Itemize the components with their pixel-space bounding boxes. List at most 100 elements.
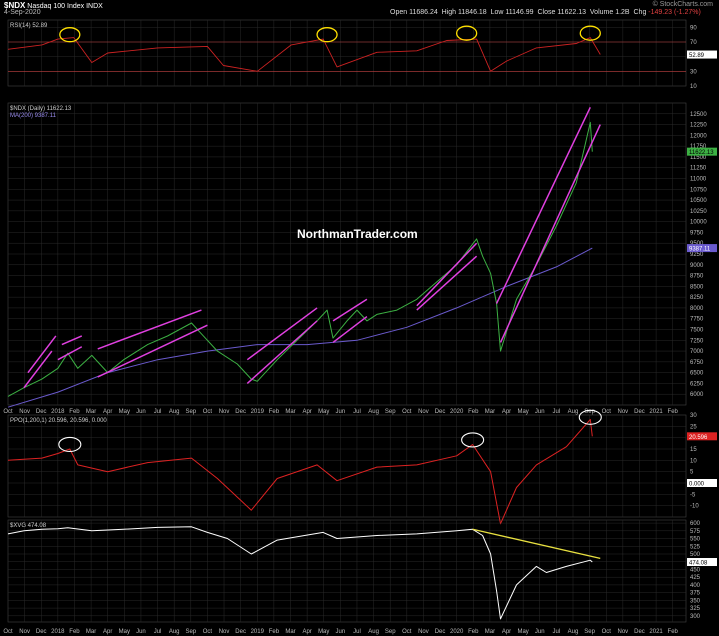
channel-line: [97, 324, 208, 378]
y-tick-label: -5: [690, 492, 696, 498]
x-tick-label: Dec: [435, 409, 446, 415]
x-tick-label: Feb: [668, 409, 679, 415]
x-tick-label: Jul: [553, 409, 561, 415]
channel-line: [246, 307, 318, 361]
x-tick-label: Apr: [103, 629, 112, 635]
x-tick-label: Feb: [668, 629, 679, 635]
x-tick-label: May: [119, 409, 130, 415]
x-tick-label: Jun: [136, 629, 146, 635]
y-tick-label: 7250: [690, 338, 704, 344]
x-tick-label: Mar: [485, 409, 495, 415]
y-tick-label: 30: [690, 69, 697, 75]
y-tick-label: 575: [690, 529, 701, 535]
x-tick-label: May: [318, 409, 329, 415]
y-tick-label: 5: [690, 470, 694, 476]
x-tick-label: Oct: [203, 409, 213, 415]
x-tick-label: Feb: [69, 629, 80, 635]
y-tick-label: 8250: [690, 295, 704, 301]
x-tick-label: Dec: [634, 409, 645, 415]
panel-frame-xvg: [7, 519, 687, 623]
x-tick-label: Sep: [584, 409, 595, 415]
rsi-last-value: 52.89: [689, 53, 705, 59]
x-tick-label: Aug: [169, 629, 180, 635]
x-tick-label: Oct: [203, 629, 213, 635]
y-tick-label: 450: [690, 567, 701, 573]
y-tick-label: 10: [690, 84, 697, 90]
ppo-zero-value-box: [687, 479, 717, 487]
x-tick-label: Sep: [385, 629, 396, 635]
xvg-last-value: 474.08: [689, 561, 708, 567]
x-tick-label: Feb: [69, 409, 80, 415]
x-tick-label: Aug: [568, 409, 579, 415]
x-tick-label: Nov: [219, 409, 230, 415]
x-tick-label: Jul: [553, 629, 561, 635]
x-tick-label: 2021: [649, 409, 663, 415]
y-tick-label: 70: [690, 40, 697, 46]
channel-line: [97, 309, 202, 350]
x-tick-label: Aug: [568, 629, 579, 635]
y-tick-label: 500: [690, 552, 701, 558]
x-tick-label: Dec: [235, 409, 246, 415]
channel-line: [246, 320, 318, 384]
x-tick-label: Dec: [235, 629, 246, 635]
x-tick-label: 2018: [51, 409, 65, 415]
ppo-line: [7, 419, 593, 525]
y-tick-label: 12500: [690, 112, 707, 118]
x-tick-label: Sep: [185, 629, 196, 635]
x-tick-label: Nov: [618, 409, 629, 415]
x-tick-label: Apr: [103, 409, 112, 415]
rsi-last-value-box: [687, 50, 717, 59]
price-last-value: 11622.13: [689, 150, 714, 156]
y-tick-label: 300: [690, 614, 701, 620]
rsi-highlight-circle: [59, 27, 81, 43]
price-line: [7, 121, 593, 397]
xvg-trendline: [472, 528, 601, 559]
y-tick-label: 12250: [690, 123, 707, 129]
x-tick-label: Oct: [3, 409, 13, 415]
price-last-value-box: [687, 147, 717, 156]
x-tick-label: Jul: [154, 629, 162, 635]
x-tick-label: Apr: [502, 629, 511, 635]
x-tick-label: Oct: [3, 629, 13, 635]
x-tick-label: 2018: [51, 629, 65, 635]
y-tick-label: -10: [690, 504, 699, 510]
x-tick-label: Apr: [502, 409, 511, 415]
xvg-line: [7, 526, 593, 620]
x-tick-label: Sep: [385, 409, 396, 415]
x-tick-label: Mar: [86, 409, 96, 415]
y-tick-label: 9750: [690, 230, 704, 236]
x-tick-label: Jun: [136, 409, 146, 415]
x-tick-label: Nov: [418, 629, 429, 635]
ma-last-value: 9387.11: [689, 247, 711, 253]
y-tick-label: 7750: [690, 317, 704, 323]
x-tick-label: Nov: [19, 629, 30, 635]
x-tick-label: Dec: [36, 629, 47, 635]
rsi-legend: RSI(14) 52.89: [10, 23, 48, 29]
x-tick-label: Nov: [19, 409, 30, 415]
y-tick-label: 400: [690, 583, 701, 589]
x-tick-label: May: [318, 629, 329, 635]
y-tick-label: 11000: [690, 177, 707, 183]
x-tick-label: Jun: [535, 629, 545, 635]
y-tick-label: 350: [690, 598, 701, 604]
x-tick-label: Dec: [36, 409, 47, 415]
x-tick-label: Sep: [185, 409, 196, 415]
x-tick-label: Aug: [169, 409, 180, 415]
xvg-last-value-box: [687, 558, 717, 567]
x-tick-label: Nov: [418, 409, 429, 415]
x-tick-label: Dec: [634, 629, 645, 635]
x-tick-label: Mar: [86, 629, 96, 635]
x-tick-label: Oct: [602, 629, 612, 635]
y-tick-label: 600: [690, 521, 701, 527]
x-tick-label: Apr: [302, 629, 311, 635]
y-tick-label: 6750: [690, 360, 704, 366]
ppo-last-value: 20.596: [689, 435, 708, 441]
x-tick-label: Mar: [285, 409, 295, 415]
y-tick-label: 9000: [690, 263, 704, 269]
x-tick-label: Feb: [269, 629, 280, 635]
y-tick-label: 9250: [690, 252, 704, 258]
ma-last-value-box: [687, 244, 717, 253]
ppo-legend: PPO(1,200,1) 20.596, 20.596, 0.000: [10, 418, 107, 424]
